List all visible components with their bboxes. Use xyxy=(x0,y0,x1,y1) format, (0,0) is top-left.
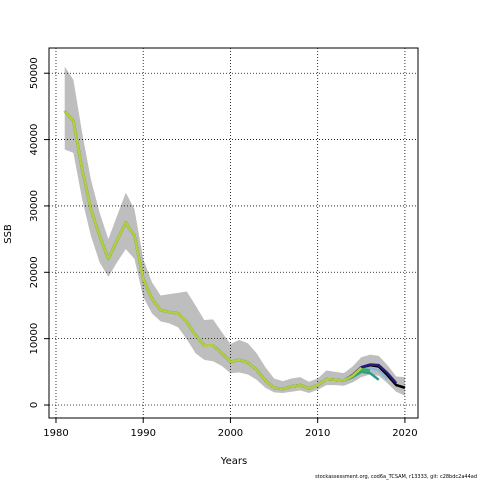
confidence-band xyxy=(64,66,405,396)
y-tick-label: 40000 xyxy=(29,124,40,156)
y-tick-label: 50000 xyxy=(29,57,40,89)
y-tick-label: 20000 xyxy=(29,256,40,288)
x-tick-label: 2010 xyxy=(305,428,330,439)
y-tick-label: 0 xyxy=(29,402,40,408)
footnote: stockassessment.org, cod6a_TCSAM, r13333… xyxy=(315,474,477,480)
y-tick-label: 10000 xyxy=(29,323,40,355)
series-line xyxy=(63,110,363,391)
y-axis-label: SSB xyxy=(3,224,14,244)
plot-frame xyxy=(48,47,419,419)
x-tick-label: 2000 xyxy=(218,428,243,439)
x-tick-label: 1990 xyxy=(130,428,155,439)
x-axis-label: Years xyxy=(220,456,247,467)
x-tick-label: 1980 xyxy=(43,428,68,439)
x-tick-label: 2020 xyxy=(392,428,417,439)
y-tick-label: 30000 xyxy=(29,190,40,222)
